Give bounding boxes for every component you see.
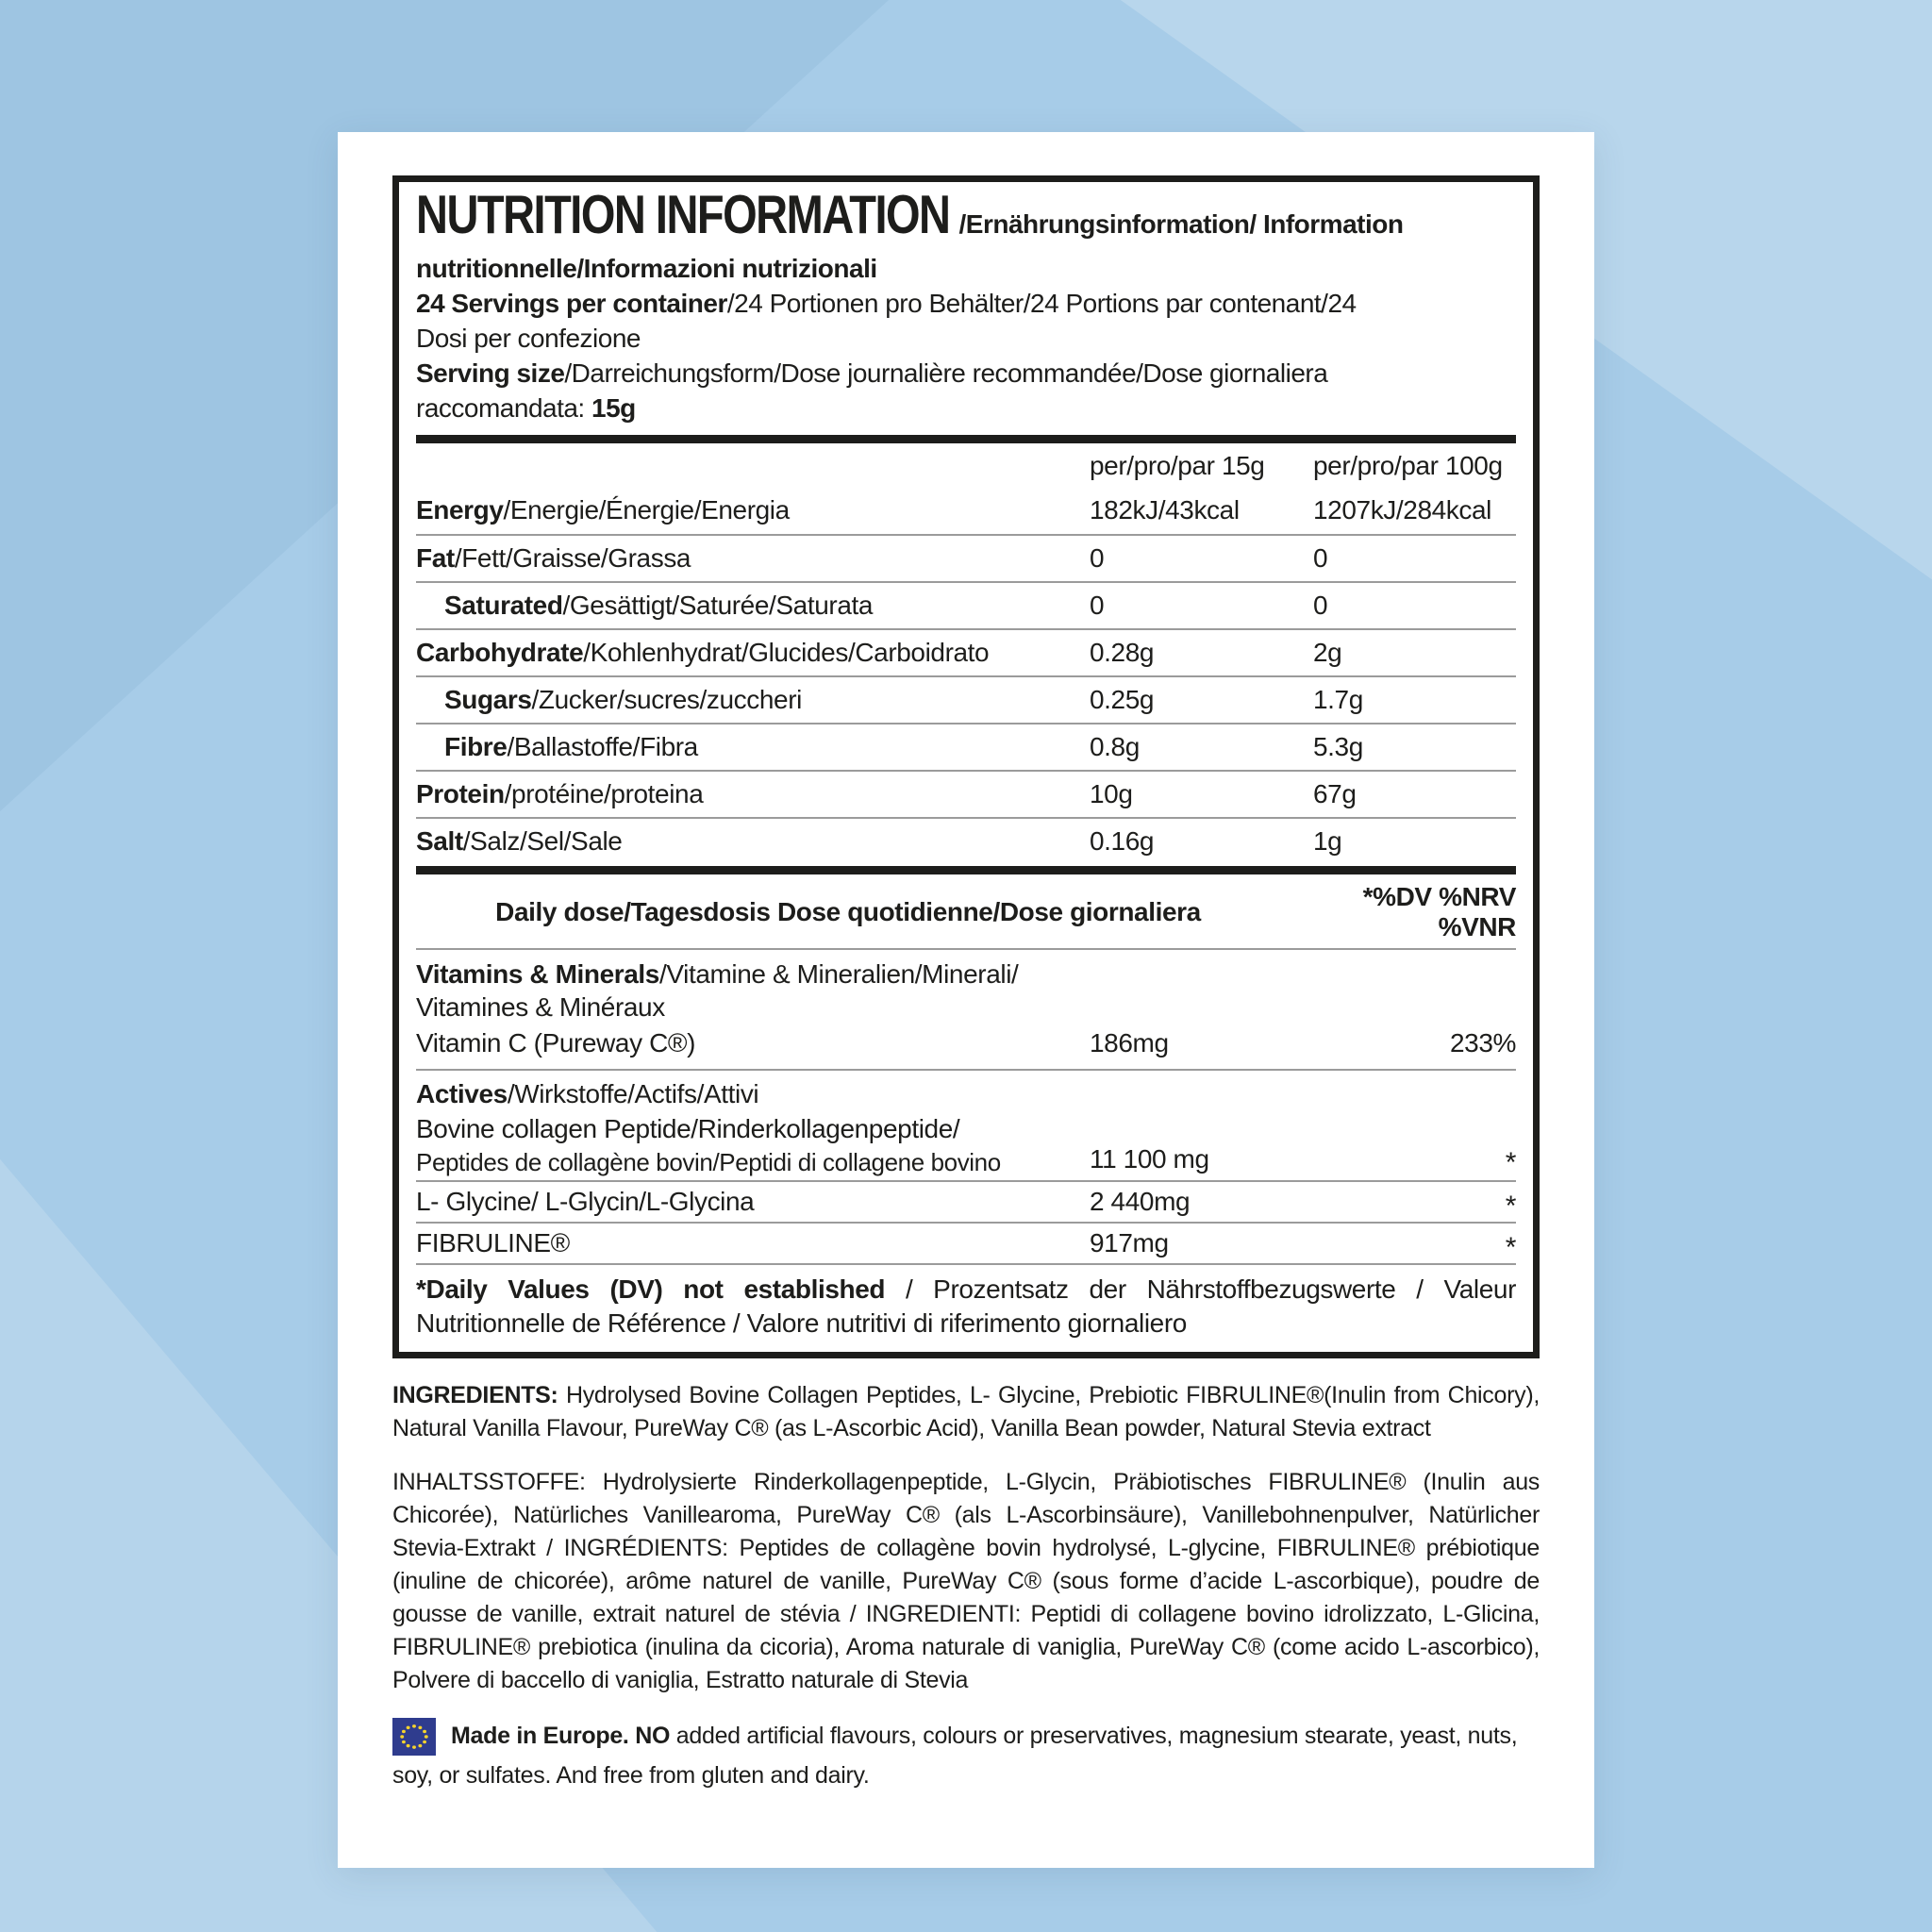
- vitamin-c-row: Vitamin C (Pureway C®) 186mg 233%: [416, 1024, 1516, 1069]
- serving-size-label: Serving size: [416, 358, 565, 388]
- actives-header-en: Actives: [416, 1079, 508, 1108]
- panel-title-line: NUTRITION INFORMATION/Ernährungsinformat…: [416, 183, 1516, 251]
- servings-translations: /24 Portionen pro Behälter/24 Portions p…: [726, 289, 1357, 318]
- serving-size-line: Serving size/Darreichungsform/Dose journ…: [416, 356, 1516, 391]
- nutrient-name: Energy/Energie/Énergie/Energia: [416, 495, 790, 525]
- serving-size-value: 15g: [591, 393, 636, 423]
- nutrient-name: Carbohydrate/Kohlenhydrat/Glucides/Carbo…: [416, 638, 990, 667]
- label-card: NUTRITION INFORMATION/Ernährungsinformat…: [338, 132, 1594, 1868]
- value-per-15g: 0: [1090, 591, 1105, 620]
- nutrient-name: Fat/Fett/Graisse/Grassa: [416, 543, 691, 573]
- thick-rule-top: [416, 435, 1516, 443]
- ingredients-en-text: Hydrolysed Bovine Collagen Peptides, L- …: [392, 1382, 1540, 1441]
- vitamins-header-en: Vitamins & Minerals: [416, 959, 659, 989]
- active-label: FIBRULINE®: [416, 1228, 570, 1257]
- table-row: Protein/protéine/proteina 10g 67g: [416, 770, 1516, 817]
- active-amount: 917mg: [1090, 1228, 1169, 1257]
- value-per-100g: 67g: [1313, 779, 1357, 808]
- active-label-line2: Peptides de collagène bovin/Peptidi di c…: [416, 1148, 1001, 1176]
- daily-values-footnote: *Daily Values (DV) not established / Pro…: [416, 1263, 1516, 1352]
- panel-title: NUTRITION INFORMATION: [416, 183, 951, 245]
- table-row: Carbohydrate/Kohlenhydrat/Glucides/Carbo…: [416, 628, 1516, 675]
- value-per-100g: 0: [1313, 591, 1328, 620]
- vitamins-header-line2: Vitamines & Minéraux: [416, 992, 665, 1022]
- nutrient-name: Fibre/Ballastoffe/Fibra: [444, 732, 698, 761]
- actives-header-translations: /Wirkstoffe/Actifs/Attivi: [507, 1079, 759, 1108]
- active-label-line1: Bovine collagen Peptide/Rinderkollagenpe…: [416, 1114, 960, 1143]
- value-per-15g: 182kJ/43kcal: [1090, 495, 1240, 525]
- nutrient-name: Sugars/Zucker/sucres/zuccheri: [444, 685, 802, 714]
- nutrient-name: Salt/Salz/Sel/Sale: [416, 826, 623, 856]
- daily-dose-label: Daily dose/Tagesdosis Dose quotidienne/D…: [495, 897, 1201, 926]
- servings-line2: Dosi per confezione: [416, 324, 641, 353]
- table-row: Fibre/Ballastoffe/Fibra 0.8g 5.3g: [416, 723, 1516, 770]
- value-per-100g: 2g: [1313, 638, 1342, 667]
- active-row-l-glycine: L- Glycine/ L-Glycin/L-Glycina 2 440mg *: [416, 1180, 1516, 1222]
- ingredients-en-label: INGREDIENTS:: [392, 1382, 558, 1408]
- nutrient-name: Protein/protéine/proteina: [416, 779, 704, 808]
- vitamins-minerals-header: Vitamins & Minerals/Vitamine & Mineralie…: [416, 948, 1516, 1024]
- made-in-europe-text: added artificial flavours, colours or pr…: [392, 1723, 1518, 1789]
- active-amount: 2 440mg: [1090, 1187, 1191, 1216]
- value-per-100g: 0: [1313, 543, 1328, 573]
- table-row: Fat/Fett/Graisse/Grassa 0 0: [416, 534, 1516, 581]
- actives-header: Actives/Wirkstoffe/Actifs/Attivi: [416, 1069, 1516, 1110]
- active-label: Bovine collagen Peptide/Rinderkollagenpe…: [416, 1112, 1090, 1178]
- vitamin-c-label: Vitamin C (Pureway C®): [416, 1028, 696, 1058]
- value-per-100g: 1.7g: [1313, 685, 1363, 714]
- active-row-fibruline: FIBRULINE® 917mg *: [416, 1222, 1516, 1263]
- value-per-15g: 10g: [1090, 779, 1133, 808]
- table-row: Saturated/Gesättigt/Saturée/Saturata 0 0: [416, 581, 1516, 628]
- value-per-15g: 0.28g: [1090, 638, 1155, 667]
- dv-not-established-marker: *: [1505, 1147, 1517, 1178]
- servings-line: 24 Servings per container/24 Portionen p…: [416, 286, 1516, 321]
- active-row-bovine-collagen: Bovine collagen Peptide/Rinderkollagenpe…: [416, 1110, 1516, 1180]
- nutrition-table-body: Energy/Energie/Énergie/Energia 182kJ/43kc…: [416, 487, 1516, 864]
- footnote-translations: / Prozentsatz der Nährstoffbezugswerte /…: [416, 1274, 1516, 1338]
- value-per-15g: 0: [1090, 543, 1105, 573]
- table-row: Salt/Salz/Sel/Sale 0.16g 1g: [416, 817, 1516, 864]
- ingredients-en: INGREDIENTS: Hydrolysed Bovine Collagen …: [392, 1379, 1540, 1445]
- made-in-europe-bold: Made in Europe. NO: [451, 1723, 671, 1749]
- eu-flag-icon: [392, 1718, 436, 1756]
- serving-size-line2-text: raccomandata:: [416, 393, 591, 423]
- value-per-100g: 1207kJ/284kcal: [1313, 495, 1491, 525]
- column-header-per-100g: per/pro/par 100g: [1313, 451, 1503, 480]
- table-row: Sugars/Zucker/sucres/zuccheri 0.25g 1.7g: [416, 675, 1516, 723]
- value-per-100g: 1g: [1313, 826, 1342, 856]
- daily-dose-dv-header: *%DV %NRV %VNR: [1362, 882, 1517, 941]
- vitamin-c-amount: 186mg: [1090, 1028, 1169, 1058]
- value-per-15g: 0.8g: [1090, 732, 1140, 761]
- panel-title-translations: /Ernährungsinformation/ Information: [958, 209, 1404, 239]
- nutrition-panel: NUTRITION INFORMATION/Ernährungsinformat…: [392, 175, 1540, 1358]
- made-in-europe-note: Made in Europe. NO added artificial flav…: [392, 1716, 1540, 1795]
- column-header-per-15g: per/pro/par 15g: [1090, 451, 1265, 480]
- panel-title-translations-line2: nutritionnelle/Informazioni nutrizionali: [416, 254, 877, 283]
- value-per-15g: 0.25g: [1090, 685, 1155, 714]
- vitamins-header-translations: /Vitamine & Mineralien/Minerali/: [658, 959, 1019, 989]
- value-per-15g: 0.16g: [1090, 826, 1155, 856]
- vitamins-header-line1: Vitamins & Minerals/Vitamine & Mineralie…: [416, 958, 1516, 991]
- ingredients-multilang: INHALTSSTOFFE: Hydrolysierte Rinderkolla…: [392, 1469, 1540, 1693]
- panel-header: NUTRITION INFORMATION/Ernährungsinformat…: [416, 182, 1516, 433]
- daily-dose-row: Daily dose/Tagesdosis Dose quotidienne/D…: [416, 876, 1516, 948]
- footnote-bold: *Daily Values (DV) not established: [416, 1274, 886, 1304]
- table-header-row: per/pro/par 15g per/pro/par 100g: [416, 445, 1516, 487]
- thick-rule-middle: [416, 866, 1516, 874]
- active-amount: 11 100 mg: [1090, 1144, 1209, 1174]
- dv-not-established-marker: *: [1505, 1232, 1517, 1263]
- active-label: L- Glycine/ L-Glycin/L-Glycina: [416, 1187, 755, 1216]
- table-row: Energy/Energie/Énergie/Energia 182kJ/43kc…: [416, 487, 1516, 534]
- vitamin-c-dv: 233%: [1449, 1028, 1516, 1058]
- serving-size-translations: /Darreichungsform/Dose journalière recom…: [564, 358, 1328, 388]
- value-per-100g: 5.3g: [1313, 732, 1363, 761]
- nutrient-name: Saturated/Gesättigt/Saturée/Saturata: [444, 591, 874, 620]
- servings-count: 24 Servings per container: [416, 289, 727, 318]
- serving-size-line2: raccomandata: 15g: [416, 391, 1516, 425]
- dv-not-established-marker: *: [1505, 1191, 1517, 1222]
